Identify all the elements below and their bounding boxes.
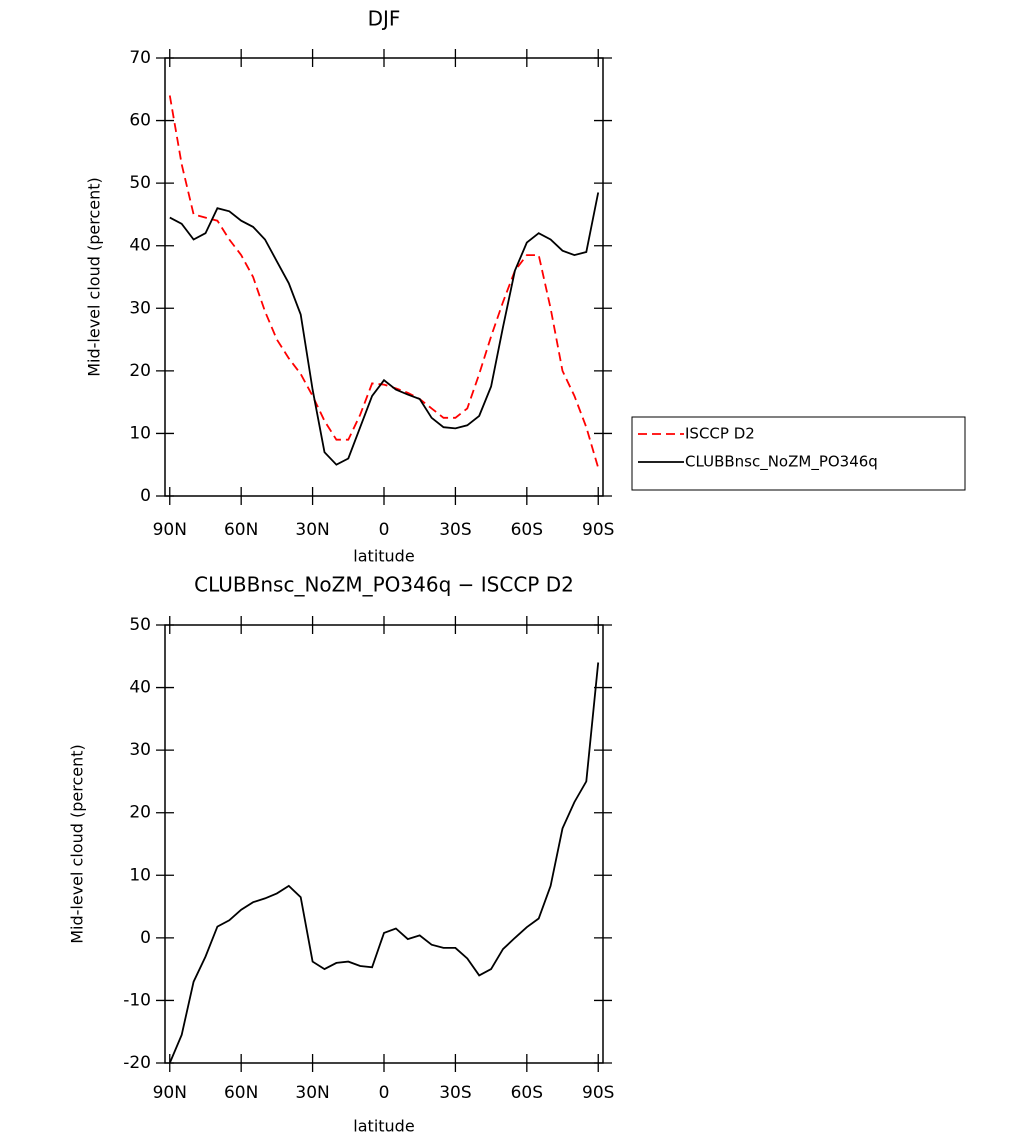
x-tick-label: 60N	[224, 1083, 258, 1103]
x-tick-label: 30N	[295, 520, 329, 540]
x-tick-label: 0	[379, 1083, 390, 1103]
y-tick-label: 40	[129, 236, 151, 256]
y-tick-label: -10	[123, 990, 151, 1010]
x-tick-label: 90S	[582, 1083, 614, 1103]
y-tick-label: 50	[129, 173, 151, 193]
x-axis-label: latitude	[353, 547, 414, 566]
y-tick-label: 70	[129, 48, 151, 68]
y-tick-label: 30	[129, 298, 151, 318]
x-tick-label: 90N	[153, 520, 187, 540]
x-tick-label: 60S	[511, 1083, 543, 1103]
x-tick-label: 30S	[439, 1083, 471, 1103]
chart-title: CLUBBnsc_NoZM_PO346q − ISCCP D2	[194, 573, 574, 597]
chart-title: DJF	[368, 7, 401, 31]
y-tick-label: 50	[129, 615, 151, 635]
x-tick-label: 60S	[511, 520, 543, 540]
y-tick-label: 20	[129, 803, 151, 823]
series-line	[169, 192, 600, 466]
x-tick-label: 0	[379, 520, 390, 540]
legend-box	[631, 416, 966, 491]
y-tick-label: 10	[129, 865, 151, 885]
y-axis-label: Mid-level cloud (percent)	[68, 744, 87, 944]
plot-frame	[164, 57, 604, 497]
y-axis-label: Mid-level cloud (percent)	[85, 177, 104, 377]
y-tick-label: 0	[140, 928, 151, 948]
y-tick-label: 20	[129, 361, 151, 381]
series-line	[168, 95, 600, 469]
plot-frame	[164, 624, 604, 1064]
x-tick-label: 30N	[295, 1083, 329, 1103]
y-tick-label: 30	[129, 740, 151, 760]
legend-label: CLUBBnsc_NoZM_PO346q	[685, 453, 878, 472]
y-tick-label: 0	[140, 486, 151, 506]
y-tick-label: -20	[123, 1053, 151, 1073]
x-tick-label: 30S	[439, 520, 471, 540]
x-tick-label: 90N	[153, 1083, 187, 1103]
series-line	[168, 662, 600, 1064]
x-axis-label: latitude	[353, 1117, 414, 1136]
y-tick-label: 60	[129, 111, 151, 131]
y-tick-label: 40	[129, 678, 151, 698]
y-tick-label: 10	[129, 423, 151, 443]
x-tick-label: 60N	[224, 520, 258, 540]
x-tick-label: 90S	[582, 520, 614, 540]
legend-label: ISCCP D2	[685, 425, 755, 443]
